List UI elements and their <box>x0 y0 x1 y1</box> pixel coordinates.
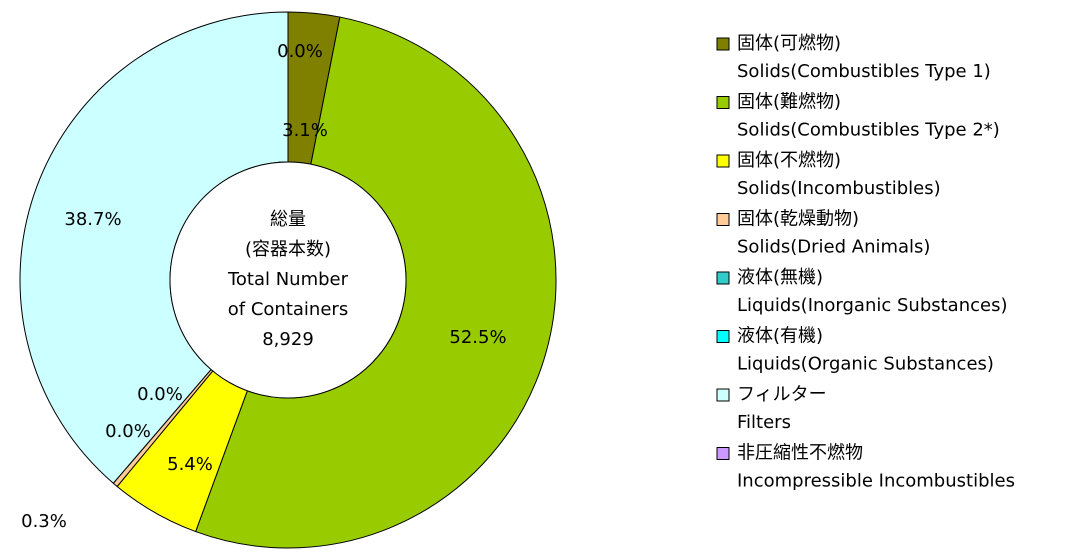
legend-label: Solids(Combustibles Type 2*) <box>737 120 1000 141</box>
legend-swatch <box>716 447 730 460</box>
center-text: of Containers <box>228 299 348 320</box>
legend-swatch <box>716 37 730 51</box>
legend-swatch <box>716 154 730 168</box>
data-label: 3.1% <box>282 120 328 141</box>
legend-label: 非圧縮性不燃物 <box>737 443 863 464</box>
legend-label: 液体(無機) <box>737 267 823 288</box>
legend-swatch <box>716 271 730 285</box>
legend-label: Solids(Dried Animals) <box>737 237 930 258</box>
center-text: (容器本数) <box>245 239 331 260</box>
legend-label: Filters <box>737 412 791 433</box>
data-label: 38.7% <box>64 209 121 230</box>
donut-hole <box>169 161 407 399</box>
data-label: 0.0% <box>105 421 151 442</box>
center-text: 総量 <box>270 209 306 230</box>
legend-label: 固体(可燃物) <box>737 33 841 54</box>
data-label: 5.4% <box>167 454 213 475</box>
legend-label: Incompressible Incombustibles <box>737 471 1015 492</box>
legend-label: Liquids(Organic Substances) <box>737 354 994 375</box>
data-label: 0.0% <box>137 384 183 405</box>
data-label: 0.3% <box>21 511 67 532</box>
legend-label: 固体(乾燥動物) <box>737 209 859 230</box>
legend-swatch <box>716 388 730 402</box>
legend-label: 固体(不燃物) <box>737 150 841 171</box>
legend-swatch <box>716 330 730 343</box>
legend-label: フィルター <box>737 384 827 405</box>
legend-label: 固体(難燃物) <box>737 92 841 113</box>
legend-swatch <box>716 213 730 226</box>
legend-label: Solids(Combustibles Type 1) <box>737 61 991 82</box>
data-label: 0.0% <box>277 41 323 62</box>
legend-label: 液体(有機) <box>737 326 823 347</box>
center-text: 8,929 <box>262 329 314 350</box>
center-text: Total Number <box>227 269 349 290</box>
legend-label: Liquids(Inorganic Substances) <box>737 295 1008 316</box>
legend-swatch <box>716 96 730 109</box>
data-label: 52.5% <box>449 327 506 348</box>
legend-label: Solids(Incombustibles) <box>737 178 941 199</box>
